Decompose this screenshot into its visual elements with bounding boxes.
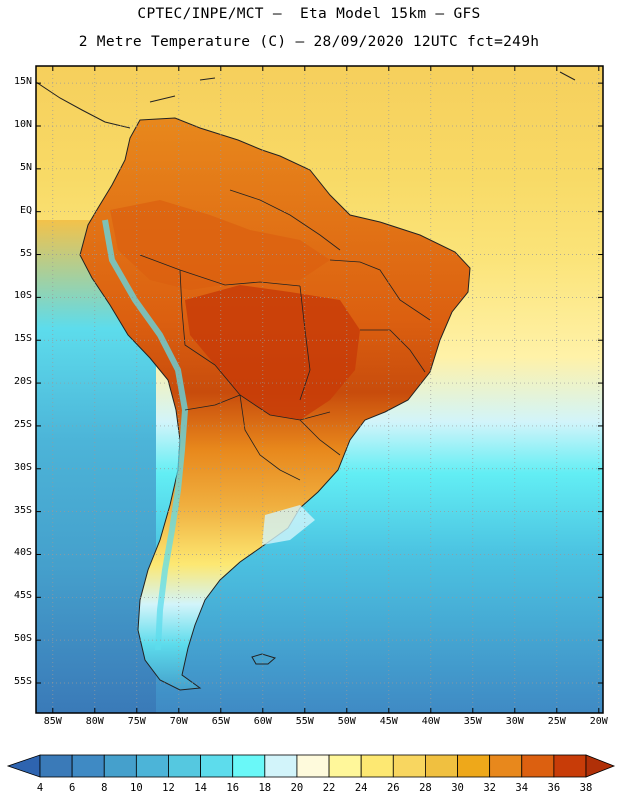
caribbean-coast: [36, 71, 576, 129]
colorbar-swatch: [521, 754, 555, 778]
colorbar-label: 30: [451, 782, 464, 794]
colorbar-label: 28: [419, 782, 432, 794]
lon-label: 85W: [43, 716, 62, 727]
lat-label: 5N: [19, 161, 32, 173]
axis-ticks: [36, 66, 603, 713]
colorbar-swatch: [200, 754, 234, 778]
lat-label: 50S: [13, 633, 32, 645]
colorbar: [6, 754, 616, 778]
colorbar-label: 14: [194, 782, 207, 794]
lat-label: 35S: [13, 504, 32, 516]
lon-label: 50W: [337, 716, 356, 727]
lat-label: 25S: [13, 418, 32, 430]
colorbar-swatch: [168, 754, 201, 778]
colorbar-swatch: [489, 754, 523, 778]
colorbar-label: 26: [386, 782, 400, 794]
lat-label: 15S: [13, 333, 32, 345]
hot-core: [185, 285, 360, 420]
lat-label: 10S: [13, 290, 32, 302]
colorbar-swatch: [71, 754, 105, 778]
colorbar-over-triangle: [585, 754, 616, 778]
warm-band: [110, 200, 330, 290]
lon-label: 45W: [379, 716, 398, 727]
colorbar-label: 38: [579, 782, 593, 794]
colorbar-label: 16: [226, 782, 240, 794]
lon-label: 35W: [463, 716, 482, 727]
colorbar-swatch: [328, 754, 362, 778]
colorbar-under-triangle: [6, 754, 41, 778]
colorbar-label: 12: [162, 782, 175, 794]
colorbar-label: 34: [515, 782, 529, 794]
colorbar-swatch: [296, 754, 330, 778]
lat-label: 45S: [13, 590, 32, 602]
map-frame: [35, 65, 604, 714]
lon-label: 75W: [127, 716, 146, 727]
colorbar-swatch: [392, 754, 426, 778]
lon-label: 20W: [589, 716, 608, 727]
lat-label: 20S: [13, 376, 32, 388]
falkland-islands: [251, 653, 277, 665]
colorbar-swatch: [103, 754, 137, 778]
lat-label: 15N: [13, 76, 32, 88]
lon-label: 80W: [85, 716, 104, 727]
colorbar-swatch: [425, 754, 458, 778]
colorbar-swatch: [360, 754, 394, 778]
lat-label: 40S: [13, 547, 32, 559]
title-line-2: 2 Metre Temperature (C) – 28/09/2020 12U…: [78, 34, 540, 50]
colorbar-label: 32: [483, 782, 496, 794]
coastal-cool-zone: [262, 505, 315, 545]
colorbar-swatch: [232, 754, 266, 778]
lat-label: 5S: [19, 247, 32, 259]
lat-label: 30S: [13, 461, 32, 473]
country-borders: [139, 189, 431, 481]
lon-label: 70W: [169, 716, 188, 727]
lon-label: 60W: [253, 716, 272, 727]
colorbar-label: 6: [68, 782, 76, 794]
colorbar-swatch: [457, 754, 491, 778]
colorbar-label: 10: [130, 782, 143, 794]
colorbar-label: 8: [101, 782, 108, 794]
lon-label: 65W: [211, 716, 230, 727]
colorbar-label: 18: [258, 782, 272, 794]
lat-lon-grid: [36, 66, 603, 713]
lon-label: 55W: [295, 716, 314, 727]
lon-label: 40W: [421, 716, 440, 727]
title-line-1: CPTEC/INPE/MCT – Eta Model 15km – GFS: [137, 6, 481, 22]
lon-label: 30W: [505, 716, 524, 727]
colorbar-swatch: [135, 754, 169, 778]
colorbar-label: 24: [354, 782, 368, 794]
colorbar-label: 20: [290, 782, 304, 794]
lon-label: 25W: [547, 716, 566, 727]
lat-label: 55S: [13, 676, 32, 687]
colorbar-swatch: [264, 754, 298, 778]
colorbar-label: 36: [547, 782, 561, 794]
lat-label: EQ: [19, 204, 32, 216]
colorbar-swatch: [39, 754, 73, 778]
colorbar-label: 22: [322, 782, 336, 794]
lat-label: 10N: [13, 118, 32, 130]
colorbar-swatch: [553, 754, 587, 778]
colorbar-label: 4: [36, 782, 44, 794]
andes-strip: [102, 219, 189, 651]
